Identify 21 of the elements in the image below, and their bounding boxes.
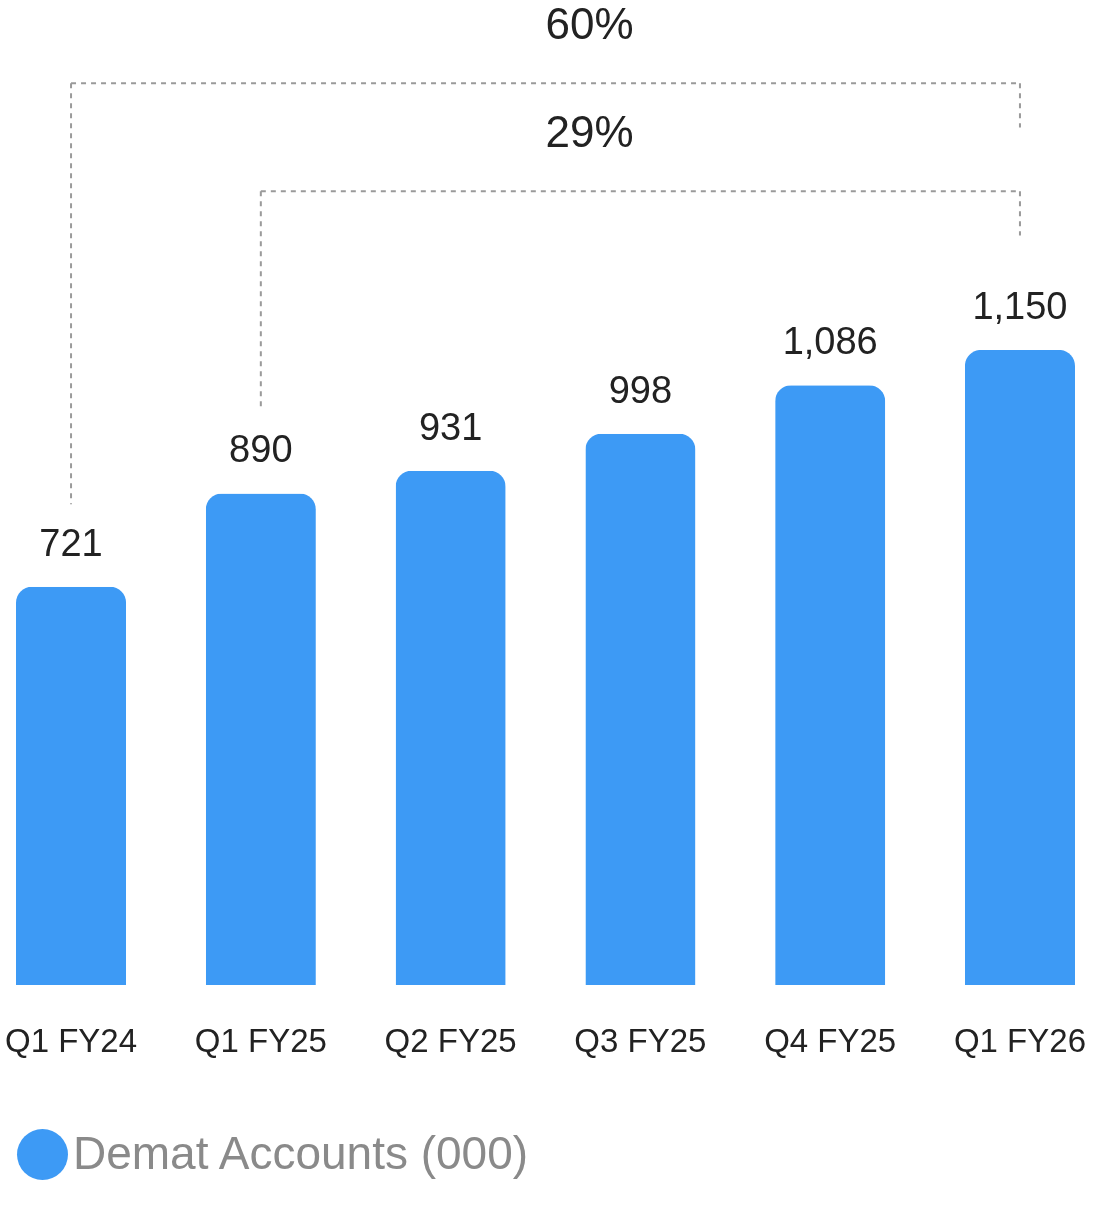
bar [964,349,1075,985]
legend-label: Demat Accounts (000) [73,1126,529,1179]
bar [205,493,316,985]
x-tick-label: Q2 FY25 [384,1021,517,1059]
bar [16,586,127,985]
x-tick-label: Q1 FY26 [953,1021,1086,1059]
bar [585,433,696,985]
data-label: 998 [608,368,673,411]
data-label: 931 [418,405,483,448]
text: 29% [545,106,634,156]
x-tick-label: Q1 FY24 [5,1021,138,1059]
data-label: 1,086 [782,320,878,363]
bar [775,385,886,985]
x-tick-label: Q1 FY25 [194,1021,327,1059]
x-tick-label: Q4 FY25 [764,1021,897,1059]
x-tick-label: Q3 FY25 [574,1021,707,1059]
data-label: 721 [39,521,103,564]
text: 60% [545,0,634,48]
data-label: 890 [229,428,293,471]
bar [395,470,506,985]
data-label: 1,150 [972,284,1068,327]
